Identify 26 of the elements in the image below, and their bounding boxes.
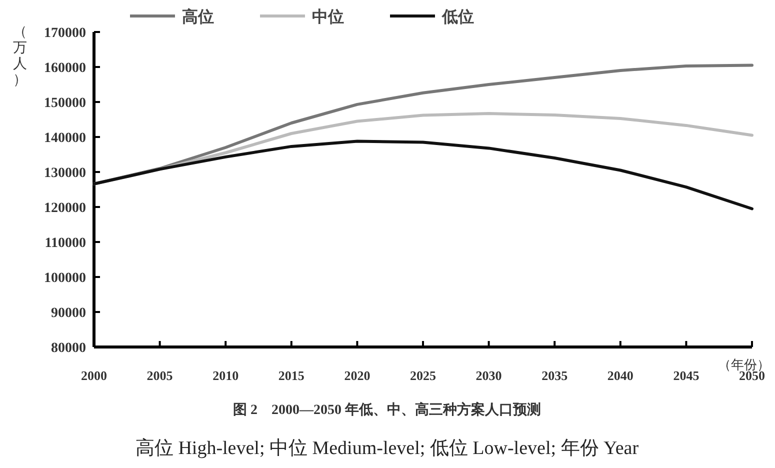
x-tick-label: 2040 bbox=[607, 368, 634, 383]
x-tick-label: 2025 bbox=[410, 368, 436, 383]
x-tick-label: 2010 bbox=[212, 368, 239, 383]
x-tick-label: 2035 bbox=[542, 368, 568, 383]
y-tick-label: 100000 bbox=[44, 271, 86, 286]
text: 高位 High-level; 中位 Medium-level; 低位 Low-level; 年份 Year bbox=[135, 437, 640, 459]
y-tick-label: 170000 bbox=[44, 26, 86, 41]
x-tick-label: 2005 bbox=[146, 368, 174, 383]
y-tick-label: 150000 bbox=[44, 96, 86, 111]
y-tick-label: 90000 bbox=[51, 306, 86, 321]
text: 图 2 2000—2050 年低、中、高三种方案人口预测 bbox=[233, 401, 541, 418]
x-tick-label: 2015 bbox=[278, 368, 305, 383]
y-tick-label: 160000 bbox=[44, 61, 86, 76]
y-tick-label: 110000 bbox=[44, 236, 86, 251]
x-tick-label: 2000 bbox=[81, 368, 107, 383]
legend-label: 低位 bbox=[441, 8, 474, 26]
y-tick-label: 140000 bbox=[44, 131, 86, 146]
x-tick-label: 2020 bbox=[344, 368, 370, 383]
y-tick-label: 130000 bbox=[44, 166, 86, 181]
legend-label: 高位 bbox=[182, 7, 214, 26]
ylabel: （万人） bbox=[13, 25, 27, 88]
x-tick-label: 2030 bbox=[476, 368, 502, 383]
legend-label: 中位 bbox=[312, 8, 344, 26]
y-tick-label: 120000 bbox=[44, 201, 86, 216]
x-tick-label: 2045 bbox=[673, 368, 700, 383]
y-tick-label: 80000 bbox=[51, 341, 86, 356]
